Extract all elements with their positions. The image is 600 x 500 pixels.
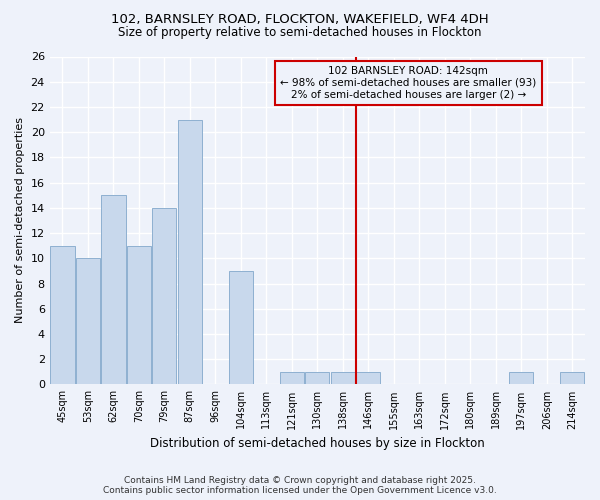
Bar: [50, 246, 74, 384]
Y-axis label: Number of semi-detached properties: Number of semi-detached properties: [15, 118, 25, 324]
Bar: [331, 372, 355, 384]
Bar: [101, 195, 125, 384]
Bar: [509, 372, 533, 384]
Bar: [560, 372, 584, 384]
X-axis label: Distribution of semi-detached houses by size in Flockton: Distribution of semi-detached houses by …: [150, 437, 485, 450]
Bar: [178, 120, 202, 384]
Bar: [152, 208, 176, 384]
Bar: [127, 246, 151, 384]
Bar: [76, 258, 100, 384]
Bar: [305, 372, 329, 384]
Bar: [229, 271, 253, 384]
Text: 102, BARNSLEY ROAD, FLOCKTON, WAKEFIELD, WF4 4DH: 102, BARNSLEY ROAD, FLOCKTON, WAKEFIELD,…: [111, 12, 489, 26]
Text: Contains HM Land Registry data © Crown copyright and database right 2025.
Contai: Contains HM Land Registry data © Crown c…: [103, 476, 497, 495]
Bar: [356, 372, 380, 384]
Text: 102 BARNSLEY ROAD: 142sqm
← 98% of semi-detached houses are smaller (93)
2% of s: 102 BARNSLEY ROAD: 142sqm ← 98% of semi-…: [280, 66, 536, 100]
Text: Size of property relative to semi-detached houses in Flockton: Size of property relative to semi-detach…: [118, 26, 482, 39]
Bar: [280, 372, 304, 384]
